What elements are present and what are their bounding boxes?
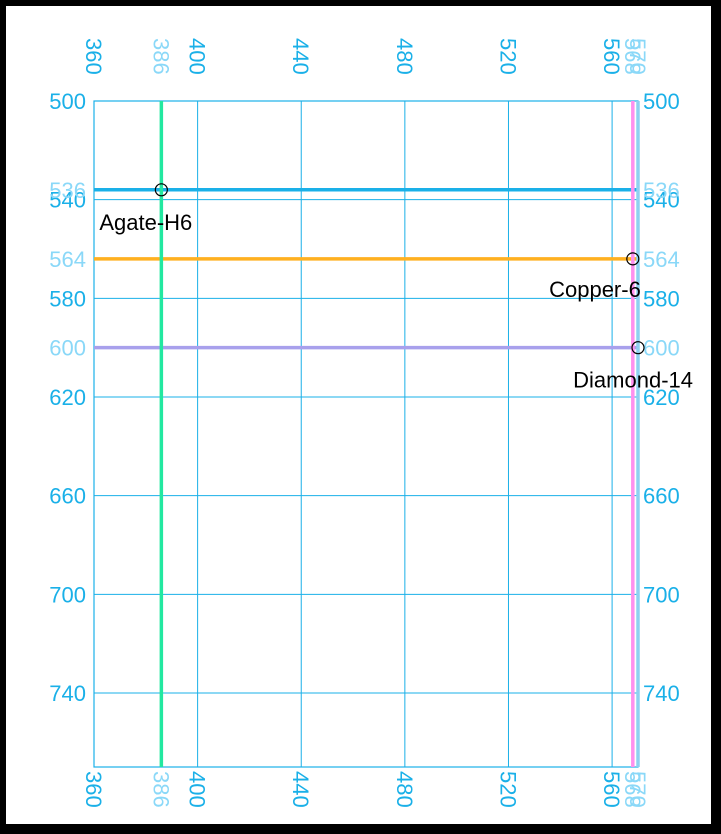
x-tick-label-top: 560 — [599, 38, 624, 75]
chart-svg: 360 360 400 400 440 440 480 480 520 520 560 560 386 3… — [49, 38, 693, 808]
y-tick-label-left: 620 — [49, 385, 86, 410]
x-marker-tick-label-top: 386 — [148, 38, 173, 75]
y-tick-label-left: 700 — [49, 582, 86, 607]
x-tick-label-top: 400 — [185, 38, 210, 75]
y-marker-tick-label-right: 536 — [643, 178, 680, 203]
x-marker-tick-label-bottom: 568 — [620, 771, 645, 808]
x-tick-label-top: 360 — [81, 38, 106, 75]
data-point-label: Copper-6 — [549, 277, 641, 302]
data-point — [631, 341, 645, 355]
y-tick-label-left: 740 — [49, 681, 86, 706]
x-tick-label-bottom: 400 — [185, 771, 210, 808]
x-marker-tick-label-top: 568 — [620, 38, 645, 75]
data-point — [154, 183, 168, 197]
y-marker-tick-label-left: 564 — [49, 247, 86, 272]
y-tick-label-right: 540 — [643, 188, 680, 213]
x-tick-label-top: 440 — [288, 38, 313, 75]
data-point — [626, 252, 640, 266]
x-tick-label-bottom: 360 — [81, 771, 106, 808]
x-tick-label-bottom: 560 — [599, 771, 624, 808]
y-marker-tick-label-right: 600 — [643, 336, 680, 361]
y-tick-label-left: 580 — [49, 286, 86, 311]
x-tick-label-top: 520 — [495, 38, 520, 75]
y-tick-label-right: 700 — [643, 582, 680, 607]
x-marker-tick-label-bottom: 386 — [148, 771, 173, 808]
y-tick-label-right: 620 — [643, 385, 680, 410]
data-point-label: Agate-H6 — [99, 210, 192, 235]
y-marker-tick-label-left: 536 — [49, 178, 86, 203]
x-tick-label-top: 480 — [392, 38, 417, 75]
y-tick-label-right: 740 — [643, 681, 680, 706]
x-marker-tick-label-bottom: 570 — [625, 771, 650, 808]
y-tick-label-left: 660 — [49, 484, 86, 509]
y-marker-tick-label-right: 564 — [643, 247, 680, 272]
x-tick-label-bottom: 440 — [288, 771, 313, 808]
y-tick-label-left: 540 — [49, 188, 86, 213]
plot-border — [93, 100, 639, 768]
y-tick-label-right: 580 — [643, 286, 680, 311]
x-tick-label-bottom: 480 — [392, 771, 417, 808]
y-tick-label-right: 500 — [643, 89, 680, 114]
y-tick-label-right: 660 — [643, 484, 680, 509]
data-point-label: Diamond-14 — [573, 368, 693, 393]
x-tick-label-bottom: 520 — [495, 771, 520, 808]
y-tick-label-left: 500 — [49, 89, 86, 114]
y-marker-tick-label-left: 600 — [49, 336, 86, 361]
x-marker-tick-label-top: 570 — [625, 38, 650, 75]
chart-frame: 360 360 400 400 440 440 480 480 520 520 560 560 386 3… — [6, 6, 711, 824]
